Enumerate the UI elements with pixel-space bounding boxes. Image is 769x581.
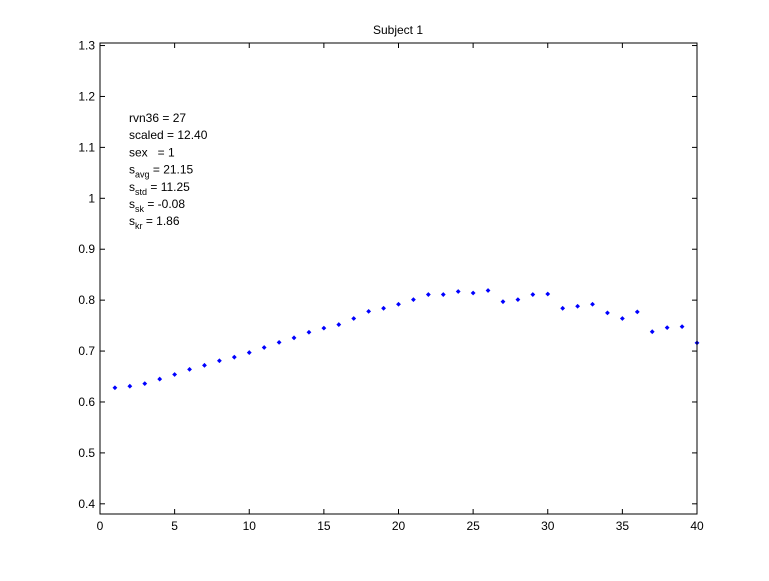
annotation-line: skr = 1.86 xyxy=(129,214,180,231)
x-tick-label: 0 xyxy=(97,519,104,533)
annotation-line: sex = 1 xyxy=(129,145,175,159)
data-point xyxy=(246,350,252,355)
data-point xyxy=(545,291,551,297)
data-point xyxy=(649,329,655,335)
data-point xyxy=(157,376,163,382)
data-point xyxy=(590,301,595,307)
data-point xyxy=(515,297,521,303)
data-point xyxy=(500,299,506,305)
y-tick-label: 1 xyxy=(88,191,95,205)
data-point xyxy=(619,316,625,321)
data-point xyxy=(485,288,491,293)
annotation-line: savg = 21.15 xyxy=(129,163,194,180)
data-point xyxy=(202,362,207,368)
data-point xyxy=(351,316,357,321)
data-point xyxy=(381,305,386,311)
y-tick-label: 0.4 xyxy=(78,497,95,511)
data-point xyxy=(455,289,461,294)
y-tick-label: 0.7 xyxy=(78,344,95,358)
annotation-line: ssk = -0.08 xyxy=(129,197,185,214)
y-tick-label: 1.3 xyxy=(78,39,95,53)
data-point xyxy=(321,325,327,331)
x-tick-label: 5 xyxy=(171,519,178,533)
y-tick-label: 0.6 xyxy=(78,395,95,409)
stats-annotation: rvn36 = 27 scaled = 12.40 sex = 1 savg = 21… xyxy=(129,111,208,231)
data-point xyxy=(127,383,133,389)
x-tick-label: 20 xyxy=(392,519,406,533)
data-point xyxy=(560,305,566,311)
data-point xyxy=(634,309,640,315)
x-tick-label: 40 xyxy=(690,519,704,533)
y-tick-label: 1.1 xyxy=(78,140,95,154)
x-tick-label: 30 xyxy=(541,519,555,533)
data-point xyxy=(187,366,192,372)
x-tick-label: 10 xyxy=(243,519,257,533)
data-point xyxy=(231,354,237,360)
data-point xyxy=(679,324,685,330)
chart-title: Subject 1 xyxy=(373,23,423,37)
annotation-line: rvn36 = 27 xyxy=(129,111,186,125)
data-point xyxy=(396,301,401,307)
data-point xyxy=(217,358,222,364)
data-point xyxy=(664,325,670,331)
data-point xyxy=(411,297,416,303)
y-tick-label: 0.8 xyxy=(78,293,95,307)
data-point xyxy=(261,345,267,350)
data-point xyxy=(440,292,446,297)
data-points xyxy=(112,288,700,391)
annotation-line: scaled = 12.40 xyxy=(129,128,208,142)
data-point xyxy=(276,340,282,345)
annotation-line: sstd = 11.25 xyxy=(129,180,190,197)
data-point xyxy=(575,303,580,309)
data-point xyxy=(366,308,372,314)
data-point xyxy=(172,372,178,377)
y-tick-label: 1.2 xyxy=(78,89,95,103)
data-point xyxy=(336,322,342,327)
x-tick-label: 15 xyxy=(317,519,331,533)
x-tick-label: 25 xyxy=(466,519,480,533)
plot-area-frame xyxy=(99,42,698,515)
y-tick-label: 0.9 xyxy=(78,242,95,256)
data-point xyxy=(605,310,610,316)
data-point xyxy=(425,292,431,297)
data-point xyxy=(306,329,312,335)
data-point xyxy=(112,385,118,391)
tick-layer: 0 5 10 15 20 25 30 35 40 0.4 0.5 0.6 0.7 0.8 0.9 1 1.1 1.… xyxy=(78,39,704,533)
data-point xyxy=(291,335,297,341)
data-point xyxy=(470,290,476,296)
data-point xyxy=(530,292,536,297)
y-tick-label: 0.5 xyxy=(78,446,95,460)
data-point xyxy=(142,381,148,387)
x-tick-label: 35 xyxy=(616,519,630,533)
